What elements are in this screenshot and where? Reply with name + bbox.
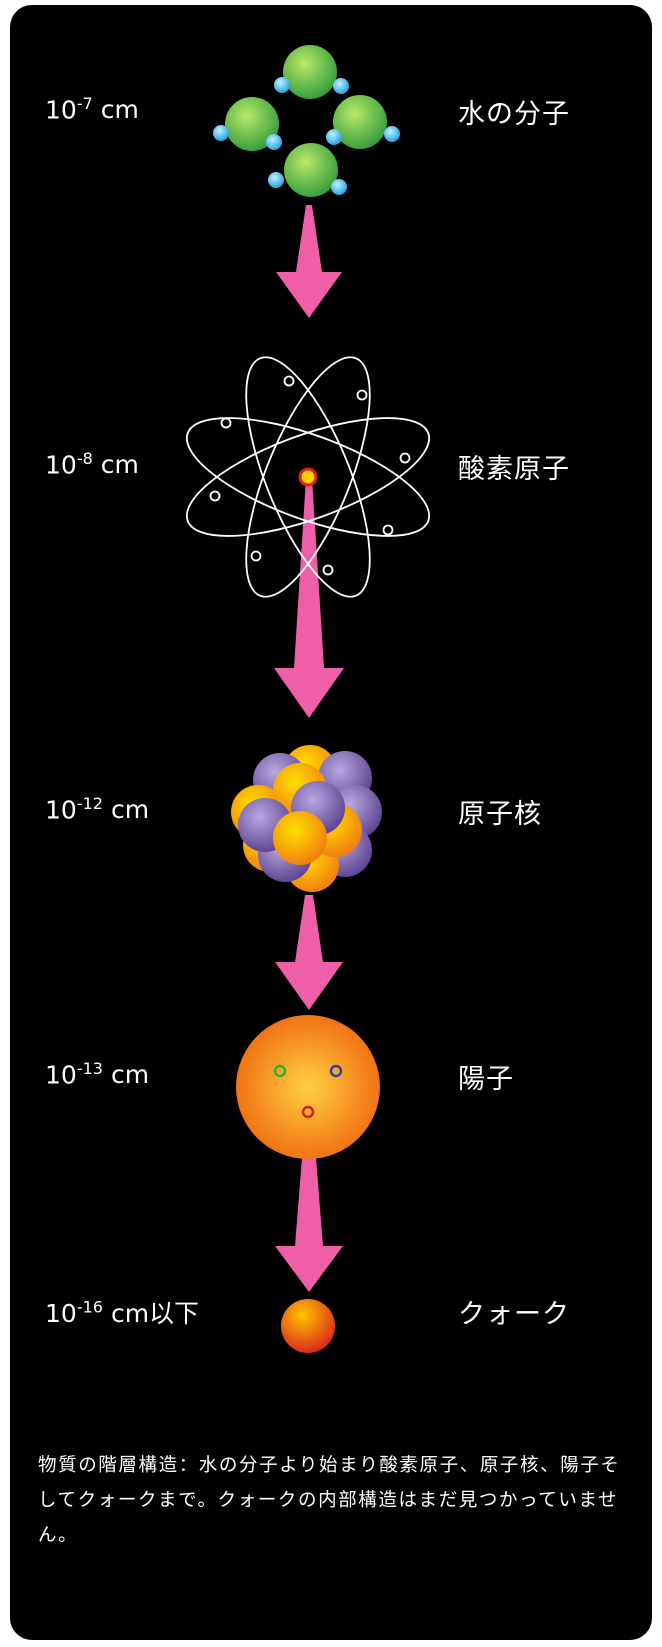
level-name: 水の分子 bbox=[458, 99, 570, 130]
scale-unit: cm bbox=[110, 795, 150, 825]
scale-exponent: -12 bbox=[76, 794, 103, 813]
scale-exponent: -8 bbox=[76, 449, 93, 468]
electron bbox=[322, 564, 334, 576]
hydrogen-sphere bbox=[213, 125, 229, 141]
oxygen-sphere bbox=[284, 143, 338, 197]
scale-label: 10-16 cm以下 bbox=[45, 1294, 199, 1330]
electron bbox=[356, 389, 368, 401]
proton bbox=[236, 1015, 380, 1159]
proton-sphere bbox=[273, 811, 327, 865]
level-name: 原子核 bbox=[458, 799, 542, 830]
scale-exponent: -16 bbox=[76, 1297, 103, 1317]
water-molecules bbox=[213, 45, 400, 197]
scale-unit: cm bbox=[110, 1060, 150, 1090]
hydrogen-sphere bbox=[333, 78, 349, 94]
scale-label: 10-12 cm bbox=[45, 794, 149, 824]
hydrogen-sphere bbox=[268, 172, 284, 188]
electron bbox=[209, 490, 221, 502]
level-name: 酸素原子 bbox=[458, 454, 570, 485]
hydrogen-sphere bbox=[384, 126, 400, 142]
scale-unit: cm以下 bbox=[110, 1299, 200, 1328]
oxygen-sphere bbox=[333, 95, 387, 149]
scale-exponent: -13 bbox=[76, 1059, 103, 1078]
scale-label: 10-8 cm bbox=[45, 449, 139, 479]
level-name: クォーク bbox=[458, 1299, 570, 1330]
electron bbox=[220, 417, 232, 429]
scale-base: 10 bbox=[45, 95, 77, 125]
hydrogen-sphere bbox=[326, 129, 342, 145]
oxygen-atom bbox=[185, 356, 431, 598]
electron bbox=[382, 524, 394, 536]
electron bbox=[283, 375, 295, 387]
electron bbox=[250, 550, 262, 562]
scale-unit: cm bbox=[100, 450, 139, 480]
nucleus bbox=[231, 745, 382, 892]
scale-base: 10 bbox=[45, 1060, 77, 1090]
scale-unit: cm bbox=[100, 95, 139, 125]
scale-base: 10 bbox=[45, 450, 77, 480]
scale-base: 10 bbox=[45, 795, 77, 825]
arrows bbox=[274, 205, 344, 1292]
scale-exponent: -7 bbox=[76, 94, 93, 113]
oxygen-sphere bbox=[225, 97, 279, 151]
scale-base: 10 bbox=[45, 1299, 77, 1328]
hydrogen-sphere bbox=[331, 179, 347, 195]
level-name: 陽子 bbox=[458, 1064, 514, 1095]
electron bbox=[399, 452, 411, 464]
quark bbox=[281, 1299, 335, 1353]
hydrogen-sphere bbox=[274, 77, 290, 93]
oxygen-sphere bbox=[283, 45, 337, 99]
caption: 物質の階層構造：水の分子より始まり酸素原子、原子核、陽子そしてクォークまで。クォ… bbox=[38, 1455, 621, 1546]
hydrogen-sphere bbox=[266, 134, 282, 150]
scale-label: 10-13 cm bbox=[45, 1059, 149, 1089]
scale-label: 10-7 cm bbox=[45, 94, 139, 124]
